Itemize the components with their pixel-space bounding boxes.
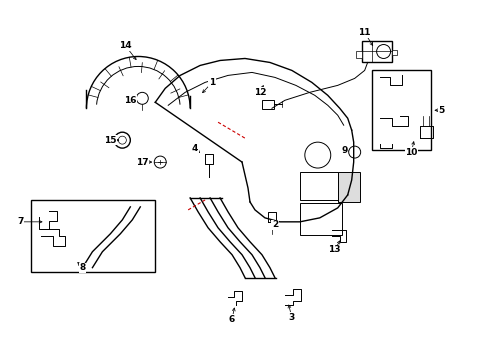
Bar xyxy=(299,203,341,235)
Text: 10: 10 xyxy=(405,148,417,157)
Bar xyxy=(31,200,155,272)
Text: 7: 7 xyxy=(18,217,24,226)
Text: 17: 17 xyxy=(136,158,148,167)
Bar xyxy=(361,41,391,62)
Bar xyxy=(337,172,359,202)
Text: 9: 9 xyxy=(341,145,347,154)
Bar xyxy=(299,172,337,200)
Text: 14: 14 xyxy=(119,41,131,50)
Bar xyxy=(355,51,361,58)
Text: 5: 5 xyxy=(437,106,444,115)
Bar xyxy=(371,71,430,150)
Bar xyxy=(391,50,396,55)
Text: 11: 11 xyxy=(358,28,370,37)
Bar xyxy=(262,100,273,109)
Text: 8: 8 xyxy=(79,263,85,272)
Text: 2: 2 xyxy=(271,220,278,229)
Text: 1: 1 xyxy=(208,78,215,87)
Text: 13: 13 xyxy=(328,245,340,254)
Text: 16: 16 xyxy=(124,96,136,105)
Text: 15: 15 xyxy=(104,136,117,145)
Text: 4: 4 xyxy=(192,144,198,153)
Text: 12: 12 xyxy=(253,88,265,97)
Text: 6: 6 xyxy=(228,315,235,324)
Text: 3: 3 xyxy=(288,313,294,322)
